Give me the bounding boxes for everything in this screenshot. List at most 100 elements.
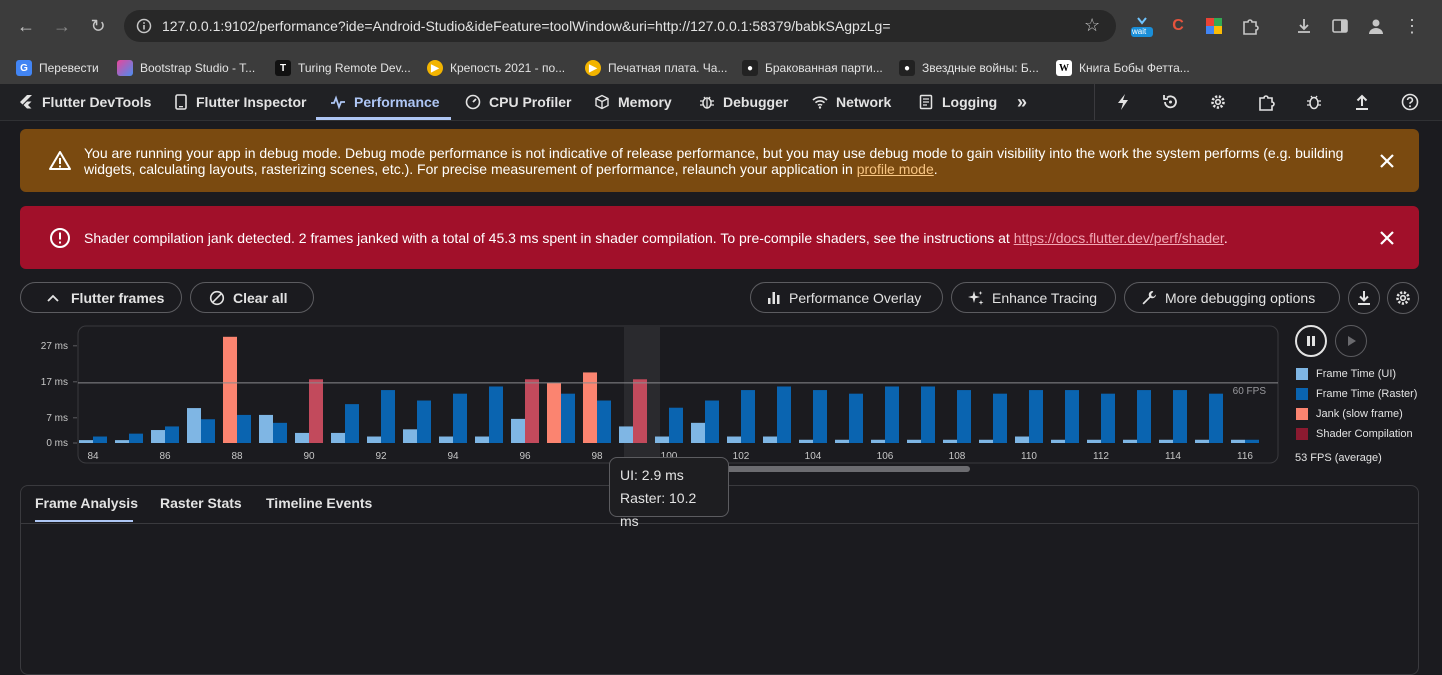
c-extension-icon[interactable]: C [1172,17,1184,34]
profile-mode-link[interactable]: profile mode [856,161,934,177]
bar-ui-95 [475,436,489,443]
legend-item-jank: Jank (slow frame) [1296,408,1403,420]
pause-button[interactable] [1295,325,1327,357]
tab-frame-analysis[interactable]: Frame Analysis [35,495,138,511]
more-debugging-options-button[interactable]: More debugging options [1124,282,1340,313]
resume-button[interactable] [1335,325,1367,357]
bookmark-item[interactable]: G Перевести [16,52,99,84]
x-tick-label: 102 [733,451,750,462]
block-icon [209,290,225,305]
legend-label: Frame Time (Raster) [1316,388,1418,400]
x-tick-label: 94 [447,451,459,462]
forward-icon[interactable]: → [53,15,71,36]
site-info-icon[interactable] [136,18,152,34]
legend-swatch-ui [1296,368,1308,380]
tab-raster-stats[interactable]: Raster Stats [160,495,242,511]
flutter-frames-toggle-button[interactable]: Flutter frames [20,282,182,313]
tab-debugger[interactable]: Debugger [699,84,788,120]
bar-ui-112 [1087,439,1101,443]
wrench-icon [1142,290,1156,304]
bookmark-item[interactable]: ▶ Печатная плата. Ча... [585,52,727,84]
back-icon[interactable]: ← [17,15,35,36]
play-icon: ▶ [427,60,443,76]
tab-network[interactable]: Network [812,84,891,120]
performance-overlay-button[interactable]: Performance Overlay [750,282,943,313]
profile-icon[interactable] [1364,14,1388,38]
bar-ui-113 [1123,439,1137,443]
reload-icon[interactable]: ↻ [90,15,106,36]
export-download-button[interactable] [1348,282,1380,314]
legend-item-raster: Frame Time (Raster) [1296,388,1417,400]
bar-raster-112 [1101,393,1115,443]
close-shader-banner-icon[interactable] [1375,226,1399,250]
tab-performance[interactable]: Performance [330,84,440,120]
bar-raster-101 [705,400,719,443]
bootstrap-studio-icon [117,60,133,76]
bookmark-item[interactable]: ● Звездные войны: Б... [899,52,1039,84]
extensions-puzzle-icon[interactable] [1254,90,1278,114]
tab-flutter-devtools[interactable]: Flutter DevTools [18,84,151,120]
more-tabs-chevron-icon[interactable]: » [1017,91,1028,112]
bar-ui-85 [115,440,129,443]
shader-banner-message: Shader compilation jank detected. 2 fram… [84,230,1228,246]
gear-icon [1396,291,1410,305]
performance-settings-button[interactable] [1387,282,1419,314]
tab-label: Memory [618,94,672,110]
tab-timeline-events[interactable]: Timeline Events [266,495,373,511]
bookmark-item[interactable]: ▶ Крепость 2021 - по... [427,52,565,84]
chart-legend-panel: Frame Time (UI) Frame Time (Raster) Jank… [1290,325,1442,475]
bar-raster-99 [633,379,647,443]
frames-chart-svg[interactable]: 0 ms 7 ms 17 ms 27 ms 60 FPS 84 86 88 90 92 94 96 98… [20,325,1282,465]
enhance-tracing-label: Enhance Tracing [992,289,1098,306]
bar-raster-93 [417,400,431,443]
bar-raster-108 [957,390,971,443]
chart-horizontal-scrollbar[interactable] [612,466,970,472]
help-icon[interactable] [1398,90,1422,114]
close-debug-banner-icon[interactable] [1375,149,1399,173]
x-tick-label: 104 [805,451,822,462]
tab-flutter-inspector[interactable]: Flutter Inspector [174,84,306,120]
bookmark-item[interactable]: Bootstrap Studio - T... [117,52,255,84]
bookmark-star-icon[interactable]: ☆ [1084,15,1101,35]
download-icon[interactable] [1292,14,1316,38]
clear-all-label: Clear all [233,289,288,306]
bar-ui-89 [259,414,273,443]
enhance-tracing-button[interactable]: Enhance Tracing [951,282,1116,313]
bookmark-label: Крепость 2021 - по... [450,61,566,75]
settings-gear-icon[interactable] [1206,90,1230,114]
side-panel-icon[interactable] [1328,14,1352,38]
wait-extension-icon[interactable]: wait [1130,14,1154,38]
pause-icon [1307,336,1315,346]
tab-cpu-profiler[interactable]: CPU Profiler [465,84,571,120]
hot-reload-icon[interactable] [1111,90,1135,114]
bar-raster-94 [453,393,467,443]
bar-ui-93 [403,429,417,443]
puzzle-icon[interactable] [1238,14,1262,38]
bookmark-item[interactable]: W Книга Бобы Фетта... [1056,52,1190,84]
address-bar[interactable]: 127.0.0.1:9102/performance?ide=Android-S… [124,10,1116,42]
tab-memory[interactable]: Memory [594,84,672,120]
y-tick-label: 27 ms [41,341,68,352]
x-tick-label: 84 [87,451,99,462]
bar-ui-92 [367,436,381,443]
color-extension-icon[interactable] [1202,14,1226,38]
browser-toolbar: ← → ↻ 127.0.0.1:9102/performance?ide=And… [0,0,1442,52]
bar-raster-95 [489,386,503,443]
menu-kebab-icon[interactable]: ⋮ [1403,15,1421,36]
upload-icon[interactable] [1350,90,1374,114]
hot-restart-icon[interactable] [1158,90,1182,114]
bookmark-item[interactable]: ● Бракованная парти... [742,52,883,84]
shader-docs-link[interactable]: https://docs.flutter.dev/perf/shader [1013,230,1224,246]
darth-icon: ● [742,60,758,76]
clear-all-button[interactable]: Clear all [190,282,314,313]
bookmark-item[interactable]: T Turing Remote Dev... [275,52,411,84]
bar-raster-113 [1137,390,1151,443]
tab-logging[interactable]: Logging [918,84,997,120]
x-tick-label: 92 [375,451,387,462]
sparkle-icon [968,290,984,305]
flutter-frames-chart[interactable]: 0 ms 7 ms 17 ms 27 ms 60 FPS 84 86 88 90 92 94 96 98… [20,325,1282,465]
download-icon [1358,291,1370,305]
bar-raster-114 [1173,390,1187,443]
legend-swatch-jank [1296,408,1308,420]
debug-bug-icon[interactable] [1302,90,1326,114]
